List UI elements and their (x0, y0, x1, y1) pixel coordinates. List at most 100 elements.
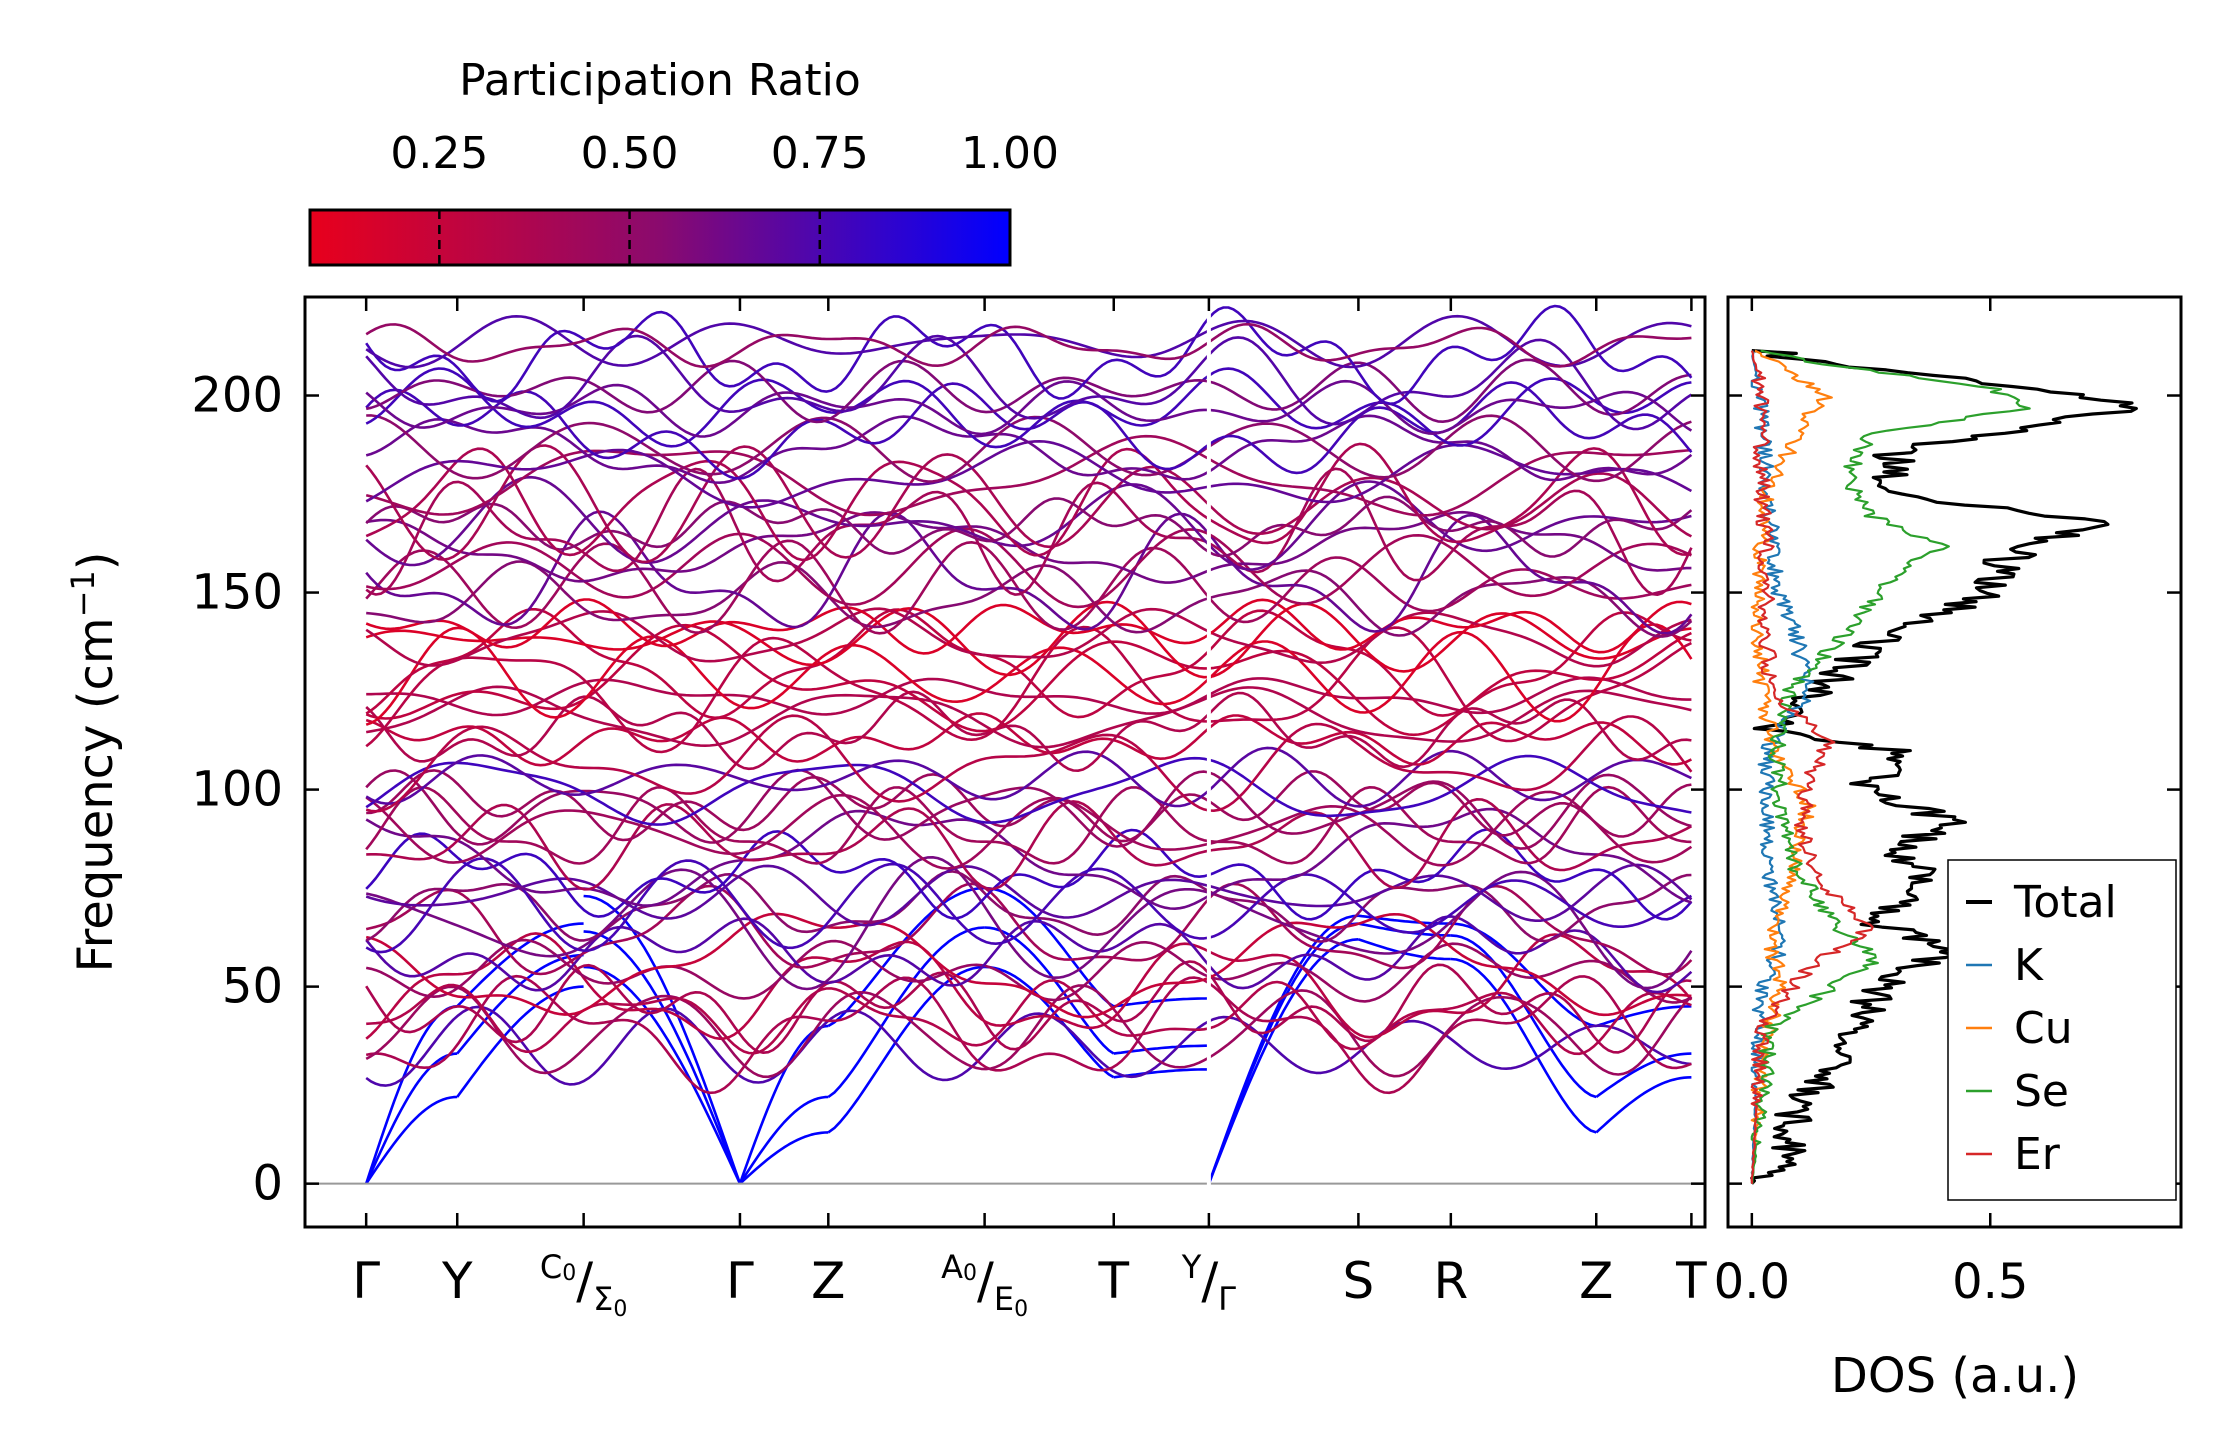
optical-branch (365, 870, 1210, 942)
optical-branch (366, 414, 1210, 483)
legend-label-total: Total (2013, 877, 2117, 928)
y-tick-label: 200 (191, 368, 283, 424)
acoustic-branch (1207, 914, 1359, 1185)
optical-branch (365, 608, 1210, 720)
optical-branch (365, 447, 1210, 562)
high-symmetry-label: Y/Γ (1181, 1248, 1236, 1318)
optical-branch (1207, 556, 1692, 624)
legend-label-cu: Cu (2014, 1003, 2073, 1054)
high-symmetry-label: T (1675, 1252, 1707, 1310)
colorbar-tick-label: 0.50 (581, 128, 679, 179)
colorbar-title: Participation Ratio (459, 55, 861, 106)
optical-branch (365, 444, 1210, 564)
optical-branch (1208, 746, 1692, 808)
optical-branch (365, 539, 1210, 635)
optical-branch (1208, 367, 1692, 447)
dos-axes: 0.0 0.5 (1714, 297, 2181, 1310)
optical-branch (1207, 304, 1693, 406)
y-tick-label: 50 (222, 959, 283, 1015)
optical-branch (1208, 754, 1692, 818)
acoustic-branch (739, 1131, 829, 1185)
optical-branch (1208, 448, 1692, 517)
colorbar-ticks: 0.25 0.50 0.75 1.00 (390, 128, 1059, 265)
acoustic-branch (1595, 1052, 1692, 1099)
dos-frame (1726, 295, 2183, 1229)
optical-branch (1208, 532, 1692, 605)
y-tick-label: 150 (191, 565, 283, 621)
optical-branch (1208, 626, 1692, 743)
optical-branch (1208, 569, 1693, 638)
optical-branch (365, 334, 1210, 420)
high-symmetry-label: A0/E0 (941, 1248, 1028, 1322)
optical-branch (365, 367, 1210, 449)
legend-label-er: Er (2014, 1129, 2061, 1180)
acoustic-branch (456, 985, 584, 1098)
optical-branch (365, 864, 1210, 927)
acoustic-branch (827, 965, 985, 1134)
dos-x-tick-label: 0.5 (1952, 1254, 2028, 1310)
acoustic-branch (365, 1052, 458, 1185)
optical-branch (1208, 785, 1692, 865)
optical-branch (365, 600, 1209, 679)
dos-legend: Total K Cu Se Er (1947, 859, 2177, 1201)
acoustic-branch (1113, 997, 1209, 1008)
optical-branch (1207, 915, 1693, 994)
acoustic-branch (1113, 1068, 1209, 1079)
acoustic-branch (1595, 1005, 1692, 1028)
acoustic-branch (1207, 938, 1359, 1185)
optical-branch (1207, 609, 1692, 717)
optical-branch (365, 786, 1210, 865)
optical-branch (1208, 510, 1692, 572)
optical-branch (1208, 828, 1693, 921)
optical-branch (365, 714, 1210, 813)
optical-branch (365, 497, 1210, 555)
optical-branch (365, 434, 1210, 517)
acoustic-branch (583, 965, 742, 1185)
optical-branch (1208, 790, 1693, 867)
dos-series-total (1750, 349, 2138, 1185)
optical-branch (1208, 714, 1692, 766)
high-symmetry-label: S (1343, 1252, 1375, 1310)
optical-branch (365, 527, 1210, 609)
optical-branch (1208, 314, 1692, 369)
optical-branch (1207, 963, 1692, 1054)
optical-branch (365, 380, 1209, 438)
colorbar-tick-label: 0.25 (390, 128, 488, 179)
optical-branch (1208, 873, 1692, 943)
optical-branch (1208, 379, 1693, 435)
acoustic-branch (583, 930, 742, 1185)
acoustic-branch (984, 886, 1115, 1008)
optical-branch (365, 984, 1210, 1079)
optical-branch (1208, 980, 1692, 1056)
optical-branch (1208, 798, 1693, 889)
optical-branch (365, 856, 1210, 991)
optical-branch (365, 626, 1210, 726)
optical-branch (1208, 611, 1692, 668)
optical-branch (1208, 322, 1692, 368)
optical-branch (1208, 686, 1692, 743)
optical-branch (365, 974, 1210, 1095)
y-tick-label: 0 (252, 1156, 283, 1212)
optical-branch (365, 917, 1210, 992)
optical-branch (365, 857, 1210, 954)
optical-branch (365, 510, 1210, 631)
optical-branch (365, 960, 1210, 1054)
optical-branch (1208, 770, 1692, 838)
optical-branch (1208, 442, 1692, 556)
phonon-bands (364, 304, 1693, 1185)
colorbar-tick-label: 1.00 (961, 128, 1059, 179)
optical-branch (365, 685, 1210, 749)
high-symmetry-label: Γ (352, 1252, 380, 1310)
high-symmetry-label: C0/Σ0 (540, 1248, 627, 1322)
high-symmetry-label: Γ (726, 1252, 754, 1310)
optical-branch (1208, 1015, 1692, 1075)
high-symmetry-label: T (1097, 1252, 1129, 1310)
acoustic-branch (827, 886, 985, 1028)
optical-branch (1208, 933, 1693, 1039)
acoustic-branch (984, 926, 1115, 1055)
acoustic-branch (738, 1095, 829, 1185)
acoustic-branch (456, 922, 584, 1008)
optical-branch (365, 607, 1210, 667)
